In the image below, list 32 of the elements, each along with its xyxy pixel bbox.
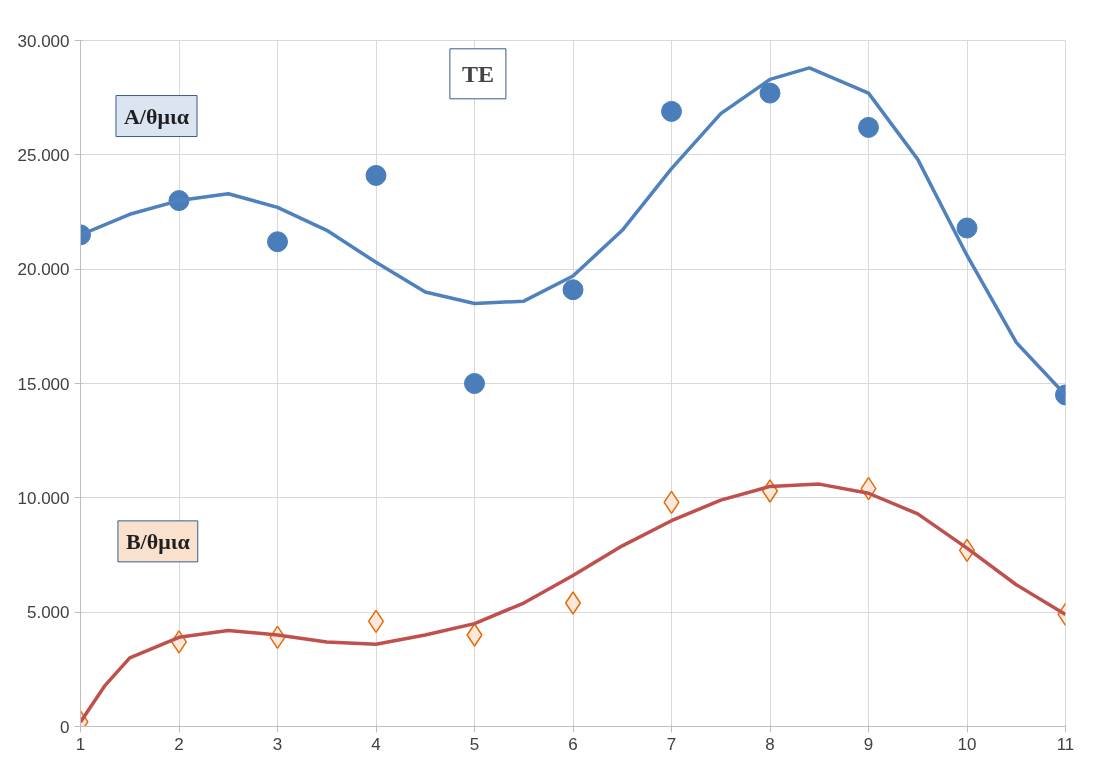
x-tick-label: 11 [1056,734,1075,754]
point [367,609,385,634]
x-tick-label: 5 [469,734,480,754]
y-tick-label: 25.000 [17,145,70,165]
point [858,116,879,138]
x-tick-label: 2 [174,734,184,754]
point [562,279,584,301]
x-tick-label: 10 [957,734,977,754]
text: TE [461,60,494,87]
point [466,623,483,647]
point [464,373,485,394]
y-tick-label: 0 [60,717,70,737]
point [759,82,781,104]
point [365,164,387,186]
text: B/θμια [125,528,191,554]
x-tick-label: 3 [272,734,283,754]
y-tick-label: 30.000 [17,31,70,51]
y-tick-label: 5.000 [26,603,70,623]
x-tick-label: 4 [371,734,381,754]
y-tick-label: 15.000 [17,374,70,394]
x-tick-label: 8 [765,734,775,754]
x-tick-label: 7 [666,734,677,754]
point [956,217,978,239]
point [661,100,682,122]
x-tick-label: 6 [568,734,578,754]
text: A/θμια [123,103,190,129]
y-tick-label: 10.000 [17,488,70,508]
y-tick-label: 20.000 [17,260,70,280]
point [267,231,288,253]
x-tick-label: 1 [75,734,86,754]
x-tick-label: 9 [863,734,874,754]
point [564,591,582,615]
